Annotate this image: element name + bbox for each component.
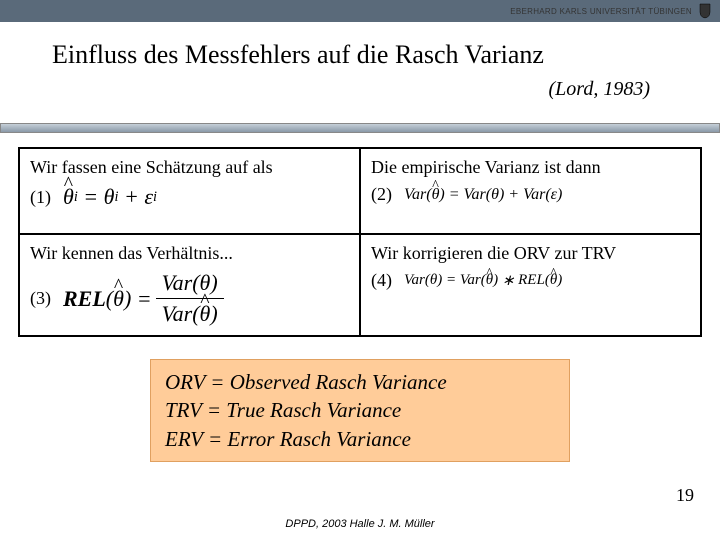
footer-text: DPPD, 2003 Halle J. M. Müller: [285, 518, 434, 530]
legend-line-1: ORV = Observed Rasch Variance: [165, 368, 555, 396]
cell-1-2-label: Die empirische Varianz ist dann: [371, 157, 690, 178]
page-number: 19: [676, 485, 694, 506]
title-area: Einfluss des Messfehlers auf die Rasch V…: [0, 22, 720, 107]
eq2-number: (2): [371, 184, 392, 205]
equation-grid: Wir fassen eine Schätzung auf als (1) θi…: [18, 147, 702, 337]
eq4-number: (4): [371, 270, 392, 291]
eq1-number: (1): [30, 187, 51, 208]
top-bar: EBERHARD KARLS UNIVERSITÄT TÜBINGEN: [0, 0, 720, 22]
eq1-formula: θi = θi + εi: [63, 184, 157, 210]
eq4-formula: Var(θ) = Var(θ) ∗ REL(θ): [404, 271, 562, 290]
legend-line-2: TRV = True Rasch Variance: [165, 396, 555, 424]
cell-2-2-label: Wir korrigieren die ORV zur TRV: [371, 243, 690, 264]
crest-icon: [698, 3, 712, 19]
cell-2-1-label: Wir kennen das Verhältnis...: [30, 243, 349, 264]
legend-box: ORV = Observed Rasch Variance TRV = True…: [150, 359, 570, 462]
cell-1-1-label: Wir fassen eine Schätzung auf als: [30, 157, 349, 178]
eq3-number: (3): [30, 288, 51, 309]
divider-bar: [0, 123, 720, 133]
cell-1-2: Die empirische Varianz ist dann (2) Var(…: [360, 148, 701, 234]
eq3-formula: REL(θ) = Var(θ) Var(θ): [63, 270, 228, 327]
legend-line-3: ERV = Error Rasch Variance: [165, 425, 555, 453]
eq2-formula: Var(θ) = Var(θ) + Var(ε): [404, 186, 562, 204]
citation: (Lord, 1983): [52, 78, 690, 101]
content-area: Wir fassen eine Schätzung auf als (1) θi…: [0, 133, 720, 462]
cell-2-2: Wir korrigieren die ORV zur TRV (4) Var(…: [360, 234, 701, 336]
institution-label: EBERHARD KARLS UNIVERSITÄT TÜBINGEN: [510, 7, 692, 16]
cell-2-1: Wir kennen das Verhältnis... (3) REL(θ) …: [19, 234, 360, 336]
page-title: Einfluss des Messfehlers auf die Rasch V…: [52, 40, 690, 70]
cell-1-1: Wir fassen eine Schätzung auf als (1) θi…: [19, 148, 360, 234]
